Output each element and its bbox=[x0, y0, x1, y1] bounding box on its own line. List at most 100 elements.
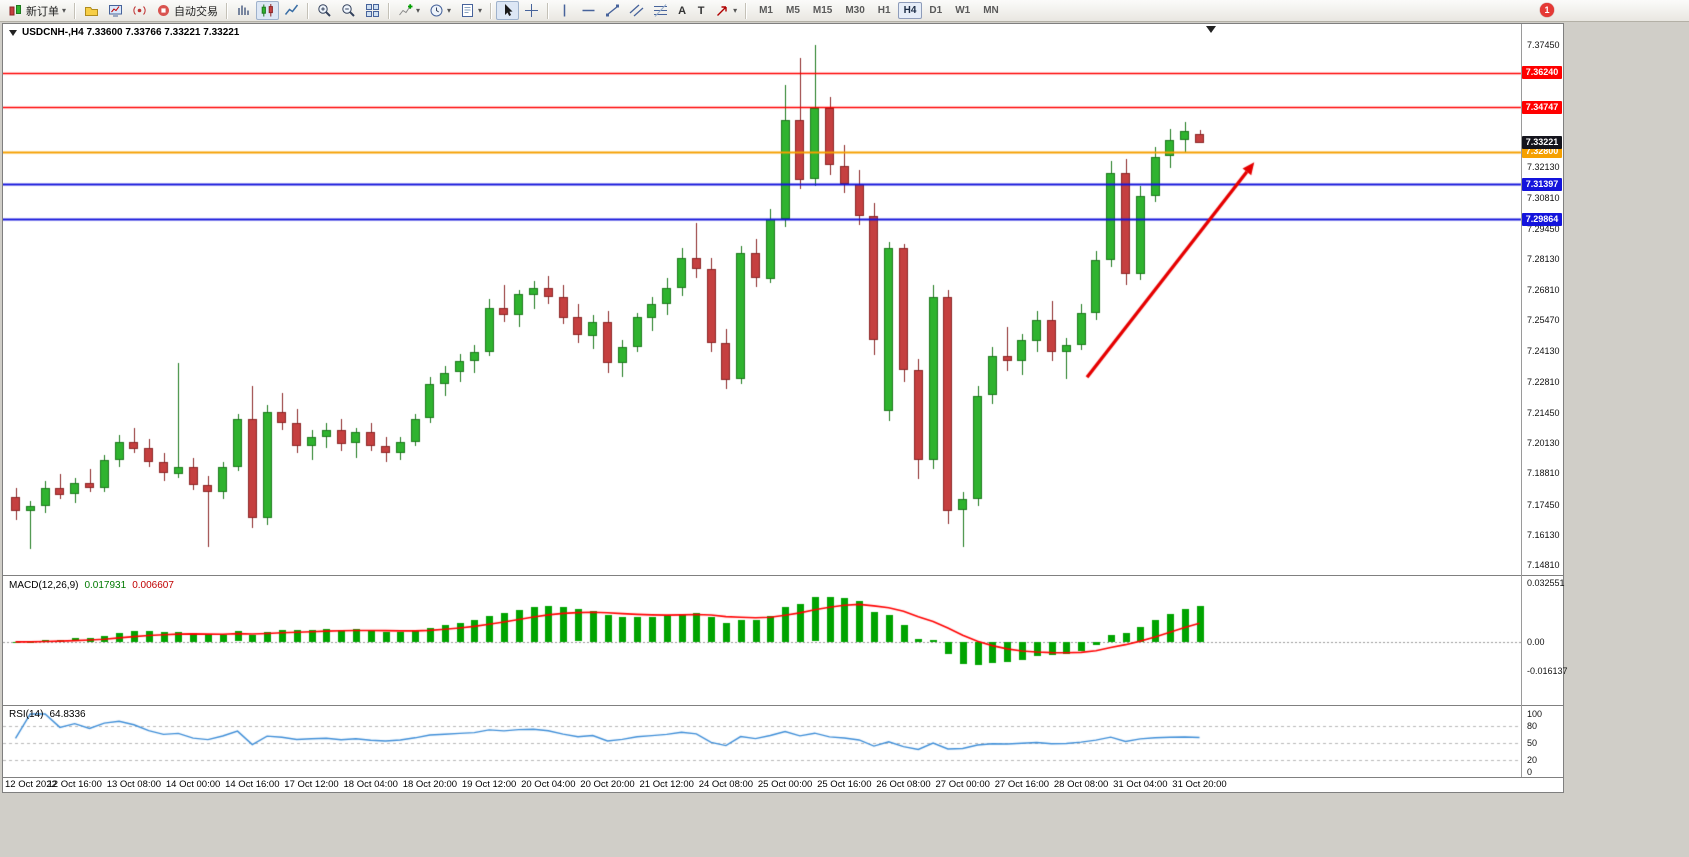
time-axis-label: 17 Oct 12:00 bbox=[284, 779, 339, 790]
toolbar-separator bbox=[388, 2, 391, 19]
time-axis-label: 18 Oct 04:00 bbox=[343, 779, 398, 790]
toolbar-separator bbox=[547, 2, 550, 19]
channel-icon bbox=[629, 3, 644, 18]
bar-chart-mode-button[interactable] bbox=[232, 1, 255, 20]
fibonacci-tool-button[interactable] bbox=[649, 1, 672, 20]
y-axis-tick: 7.17450 bbox=[1527, 499, 1560, 510]
y-axis-tick: 7.20130 bbox=[1527, 438, 1560, 449]
arrows-tool-button[interactable]: ▾ bbox=[711, 1, 741, 20]
rsi-indicator-label: RSI(14) 64.8336 bbox=[9, 709, 86, 720]
vertical-line-icon bbox=[557, 3, 572, 18]
y-axis-tick: 7.25470 bbox=[1527, 315, 1560, 326]
y-axis-tick: 7.16130 bbox=[1527, 530, 1560, 541]
one-click-trading-toggle[interactable] bbox=[9, 29, 17, 36]
notification-badge[interactable]: 1 bbox=[1540, 3, 1554, 17]
tile-windows-button[interactable] bbox=[361, 1, 384, 20]
channel-tool-button[interactable] bbox=[625, 1, 648, 20]
time-axis-label: 12 Oct 16:00 bbox=[47, 779, 102, 790]
timeframe-mn-button[interactable]: MN bbox=[977, 2, 1005, 19]
time-axis-label: 31 Oct 04:00 bbox=[1113, 779, 1168, 790]
zoom-out-button[interactable] bbox=[337, 1, 360, 20]
timeframe-m30-button[interactable]: M30 bbox=[839, 2, 870, 19]
macd-axis-max: 0.032551 bbox=[1527, 578, 1565, 588]
time-axis-label: 13 Oct 08:00 bbox=[106, 779, 162, 790]
trendline-tool-button[interactable] bbox=[601, 1, 624, 20]
time-axis-label: 27 Oct 16:00 bbox=[994, 779, 1050, 790]
periods-button[interactable]: ▾ bbox=[425, 1, 455, 20]
profiles-button[interactable] bbox=[80, 1, 103, 20]
chevron-down-icon: ▾ bbox=[447, 5, 452, 15]
chevron-down-icon: ▾ bbox=[733, 5, 738, 15]
price-axis[interactable]: 7.37450 7.32130 7.30810 7.29450 7.28130 7.268… bbox=[1522, 24, 1568, 777]
time-axis-label: 12 Oct 2022 bbox=[5, 779, 57, 790]
time-axis-label: 31 Oct 20:00 bbox=[1172, 779, 1227, 790]
signals-button[interactable] bbox=[128, 1, 151, 20]
candlestick-chart-icon bbox=[260, 3, 275, 18]
toolbar-separator bbox=[307, 2, 310, 19]
new-order-button[interactable]: 新订单 ▾ bbox=[4, 1, 70, 20]
pane-separator[interactable] bbox=[3, 575, 1563, 576]
crosshair-icon bbox=[524, 3, 539, 18]
rsi-axis-tick: 50 bbox=[1527, 738, 1538, 748]
price-tag: 7.36240 bbox=[1522, 66, 1562, 80]
macd-main-value: 0.017931 bbox=[84, 580, 127, 591]
y-axis-tick: 7.28130 bbox=[1527, 254, 1560, 265]
time-axis-label: 14 Oct 16:00 bbox=[225, 779, 280, 790]
vertical-line-tool-button[interactable] bbox=[553, 1, 576, 20]
pane-separator bbox=[3, 777, 1563, 778]
timeframe-m5-button[interactable]: M5 bbox=[780, 2, 806, 19]
time-axis-label: 14 Oct 00:00 bbox=[165, 779, 221, 790]
y-axis-tick: 7.29450 bbox=[1527, 223, 1560, 234]
auto-trading-label: 自动交易 bbox=[174, 5, 219, 18]
profiles-icon bbox=[84, 3, 99, 18]
arrow-tool-icon bbox=[715, 3, 730, 18]
y-axis-tick: 7.18810 bbox=[1527, 468, 1560, 479]
time-axis-label: 21 Oct 12:00 bbox=[639, 779, 694, 790]
label-tool-icon: T bbox=[697, 4, 705, 17]
timeframe-w1-button[interactable]: W1 bbox=[949, 2, 976, 19]
time-axis-label: 28 Oct 08:00 bbox=[1053, 779, 1109, 790]
rsi-axis-tick: 0 bbox=[1527, 767, 1533, 777]
price-tag: 7.29864 bbox=[1522, 212, 1562, 226]
horizontal-line-icon bbox=[581, 3, 596, 18]
y-axis-tick: 7.32130 bbox=[1527, 162, 1560, 173]
clock-icon bbox=[429, 3, 444, 18]
rsi-axis-tick: 80 bbox=[1527, 720, 1538, 731]
timeframe-d1-button[interactable]: D1 bbox=[923, 2, 948, 19]
zoom-out-icon bbox=[341, 3, 356, 18]
price-axis-separator bbox=[1521, 24, 1522, 777]
chevron-down-icon: ▾ bbox=[478, 5, 483, 15]
horizontal-line-tool-button[interactable] bbox=[577, 1, 600, 20]
zoom-in-button[interactable] bbox=[313, 1, 336, 20]
auto-trading-button[interactable]: 自动交易 bbox=[152, 1, 222, 20]
line-chart-mode-button[interactable] bbox=[280, 1, 303, 20]
cursor-tool-button[interactable] bbox=[496, 1, 520, 20]
rsi-axis-tick: 100 bbox=[1527, 709, 1543, 719]
macd-signal-value: 0.006607 bbox=[132, 580, 174, 591]
timeframe-m1-button[interactable]: M1 bbox=[753, 2, 779, 19]
time-axis-label: 20 Oct 20:00 bbox=[580, 779, 635, 790]
market-watch-icon bbox=[108, 3, 123, 18]
timeframe-m15-button[interactable]: M15 bbox=[807, 2, 838, 19]
main-toolbar: 新订单 ▾ 自动交易 bbox=[0, 0, 1689, 22]
templates-button[interactable]: ▾ bbox=[456, 1, 486, 20]
rsi-value: 64.8336 bbox=[49, 709, 86, 720]
indicators-button[interactable]: ▾ bbox=[394, 1, 424, 20]
y-axis-tick: 7.30810 bbox=[1527, 192, 1560, 203]
price-chart-canvas[interactable] bbox=[3, 24, 1563, 792]
time-axis-label: 18 Oct 20:00 bbox=[402, 779, 458, 790]
toolbar-separator bbox=[226, 2, 229, 19]
candlestick-mode-button[interactable] bbox=[256, 1, 280, 20]
market-watch-button[interactable] bbox=[104, 1, 127, 20]
auto-trading-icon bbox=[156, 3, 171, 18]
timeframe-h4-button[interactable]: H4 bbox=[897, 2, 923, 19]
time-axis[interactable]: 12 Oct 2022 12 Oct 16:00 13 Oct 08:00 14 Oc… bbox=[3, 779, 1521, 792]
pane-separator[interactable] bbox=[3, 705, 1563, 706]
text-tool-icon: A bbox=[678, 4, 687, 17]
timeframe-h1-button[interactable]: H1 bbox=[872, 2, 897, 19]
chart-shift-marker[interactable] bbox=[1206, 26, 1216, 33]
macd-axis-min: -0.016137 bbox=[1527, 666, 1568, 676]
text-tool-button[interactable]: A bbox=[673, 1, 691, 20]
crosshair-tool-button[interactable] bbox=[520, 1, 543, 20]
label-tool-button[interactable]: T bbox=[692, 1, 710, 20]
